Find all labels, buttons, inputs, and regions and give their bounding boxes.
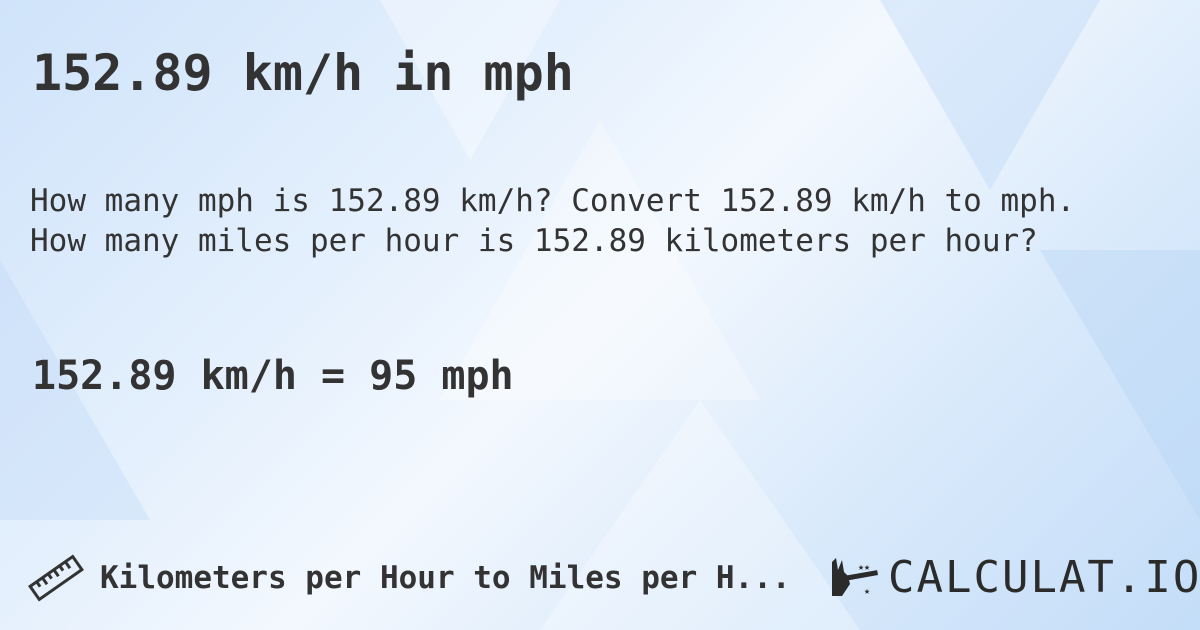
question-line-1: How many mph is 152.89 km/h? Convert 152… — [30, 183, 1076, 219]
logo-text: CALCULAT.IO — [888, 552, 1200, 603]
page-title: 152.89 km/h in mph — [32, 44, 574, 102]
category-link[interactable]: Kilometers per Hour to Miles per H... — [100, 560, 791, 596]
question-line-2: How many miles per hour is 152.89 kilome… — [30, 223, 1038, 259]
ruler-icon — [28, 554, 84, 602]
svg-text:★: ★ — [864, 586, 870, 597]
magic-hand-icon: ★★ ★ — [832, 558, 879, 597]
conversion-result: 152.89 km/h = 95 mph — [32, 353, 514, 399]
calculat-io-logo[interactable]: ★★ ★ CALCULAT.IO — [828, 556, 1200, 600]
svg-text:★★: ★★ — [858, 562, 870, 573]
